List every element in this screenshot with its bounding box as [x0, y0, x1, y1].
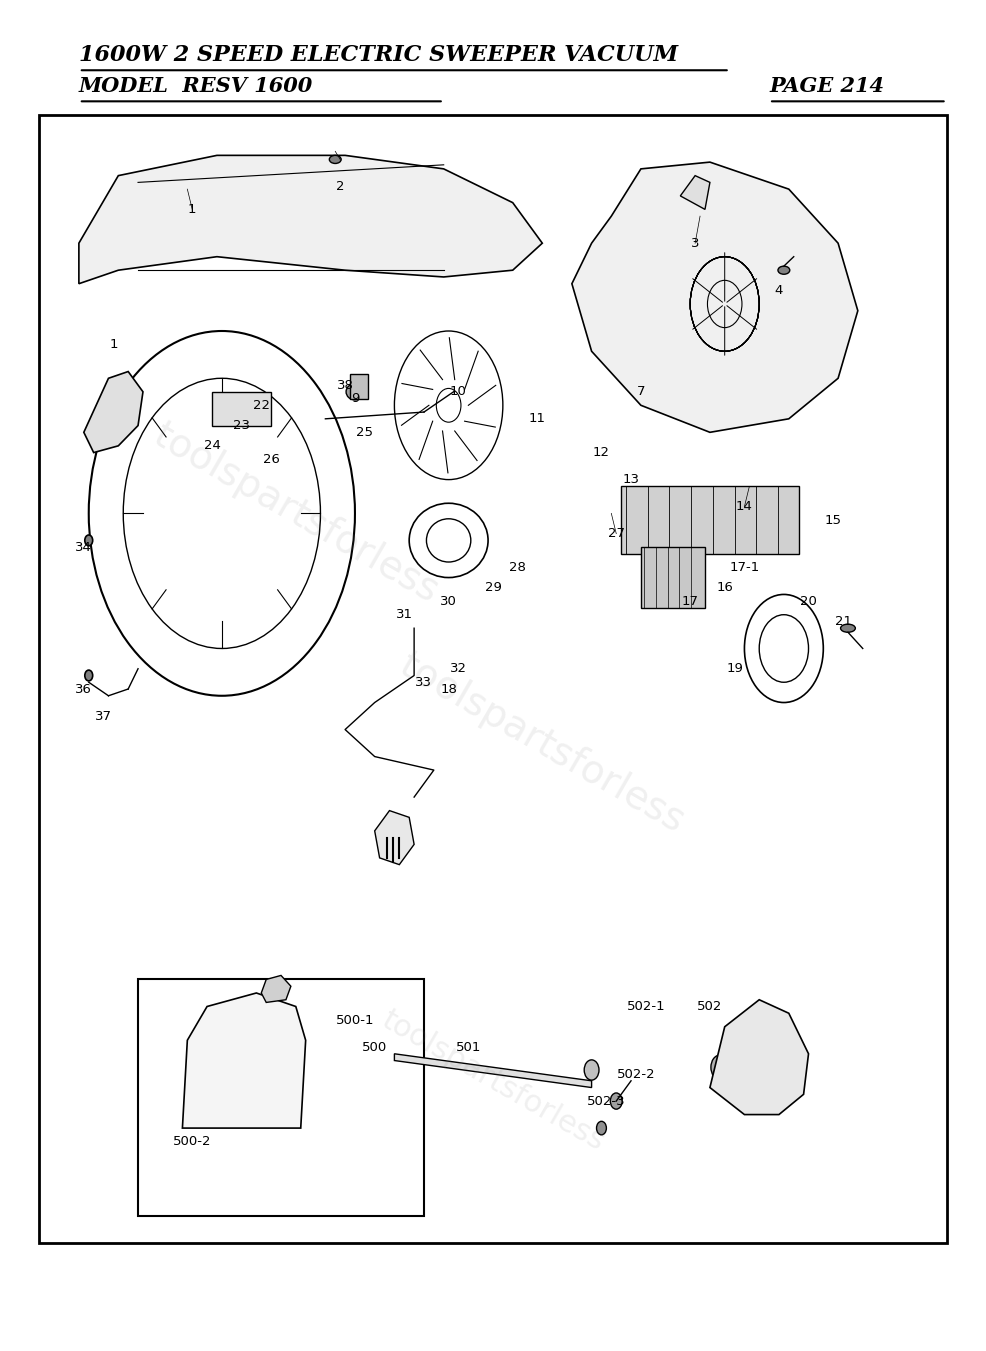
Text: 17-1: 17-1: [730, 561, 759, 574]
Bar: [212, 392, 271, 426]
Text: 17: 17: [681, 594, 699, 608]
Text: toolspartsforless: toolspartsforless: [393, 646, 691, 840]
Ellipse shape: [346, 384, 364, 400]
Ellipse shape: [584, 1059, 599, 1081]
Text: 30: 30: [440, 594, 458, 608]
Text: 25: 25: [356, 426, 374, 439]
Text: 19: 19: [726, 662, 743, 676]
Text: 18: 18: [440, 682, 458, 696]
Ellipse shape: [85, 535, 93, 546]
Text: 501: 501: [456, 1040, 481, 1054]
Text: 502-3: 502-3: [587, 1094, 626, 1108]
Polygon shape: [182, 993, 306, 1128]
Text: 3: 3: [691, 236, 699, 250]
Text: 24: 24: [203, 439, 221, 453]
Ellipse shape: [610, 1093, 622, 1109]
Text: 502-2: 502-2: [616, 1067, 656, 1081]
Text: 7: 7: [637, 385, 645, 399]
Text: PAGE 214: PAGE 214: [769, 76, 884, 96]
Text: 20: 20: [800, 594, 817, 608]
Text: MODEL  RESV 1600: MODEL RESV 1600: [79, 76, 314, 96]
Text: 32: 32: [450, 662, 467, 676]
Bar: [138, 979, 424, 1216]
Text: 11: 11: [528, 412, 546, 426]
Ellipse shape: [711, 1055, 729, 1079]
Polygon shape: [680, 176, 710, 209]
Text: 34: 34: [75, 540, 93, 554]
Text: 13: 13: [622, 473, 640, 486]
Ellipse shape: [778, 266, 790, 274]
Text: 36: 36: [75, 682, 93, 696]
Ellipse shape: [85, 670, 93, 681]
Text: 500-2: 500-2: [173, 1135, 212, 1148]
Text: toolspartsforless: toolspartsforless: [147, 416, 445, 611]
Text: 33: 33: [415, 676, 433, 689]
Text: 500: 500: [362, 1040, 387, 1054]
Polygon shape: [375, 811, 414, 865]
Text: 2: 2: [336, 180, 344, 193]
Polygon shape: [394, 1054, 592, 1088]
Text: 27: 27: [607, 527, 625, 540]
Bar: [621, 486, 799, 554]
Text: 500-1: 500-1: [335, 1013, 375, 1027]
Polygon shape: [84, 372, 143, 453]
Polygon shape: [572, 162, 858, 432]
Text: 38: 38: [336, 378, 354, 392]
Text: 29: 29: [484, 581, 502, 594]
Text: 502-1: 502-1: [626, 1000, 666, 1013]
Text: toolspartsforless: toolspartsforless: [377, 1005, 609, 1156]
Bar: [641, 547, 705, 608]
Text: 31: 31: [395, 608, 413, 621]
Text: 12: 12: [593, 446, 610, 459]
Text: 502: 502: [697, 1000, 723, 1013]
Text: 4: 4: [775, 284, 783, 297]
Bar: [350, 374, 368, 399]
Text: 37: 37: [95, 709, 112, 723]
Text: 15: 15: [824, 513, 842, 527]
Text: 1600W 2 SPEED ELECTRIC SWEEPER VACUUM: 1600W 2 SPEED ELECTRIC SWEEPER VACUUM: [79, 43, 678, 66]
Polygon shape: [79, 155, 542, 284]
Text: 10: 10: [450, 385, 467, 399]
Text: 22: 22: [252, 399, 270, 412]
Text: 1: 1: [188, 203, 196, 216]
Ellipse shape: [840, 624, 856, 632]
Text: 26: 26: [262, 453, 280, 466]
Text: 9: 9: [351, 392, 359, 405]
Text: 21: 21: [834, 615, 852, 628]
Text: 28: 28: [509, 561, 527, 574]
Text: 1: 1: [109, 338, 117, 351]
Text: 23: 23: [233, 419, 250, 432]
Text: 14: 14: [736, 500, 753, 513]
Ellipse shape: [597, 1121, 606, 1135]
Ellipse shape: [329, 155, 341, 163]
Polygon shape: [261, 975, 291, 1002]
Polygon shape: [710, 1000, 809, 1115]
Bar: [39, 115, 947, 1243]
Text: 16: 16: [716, 581, 734, 594]
